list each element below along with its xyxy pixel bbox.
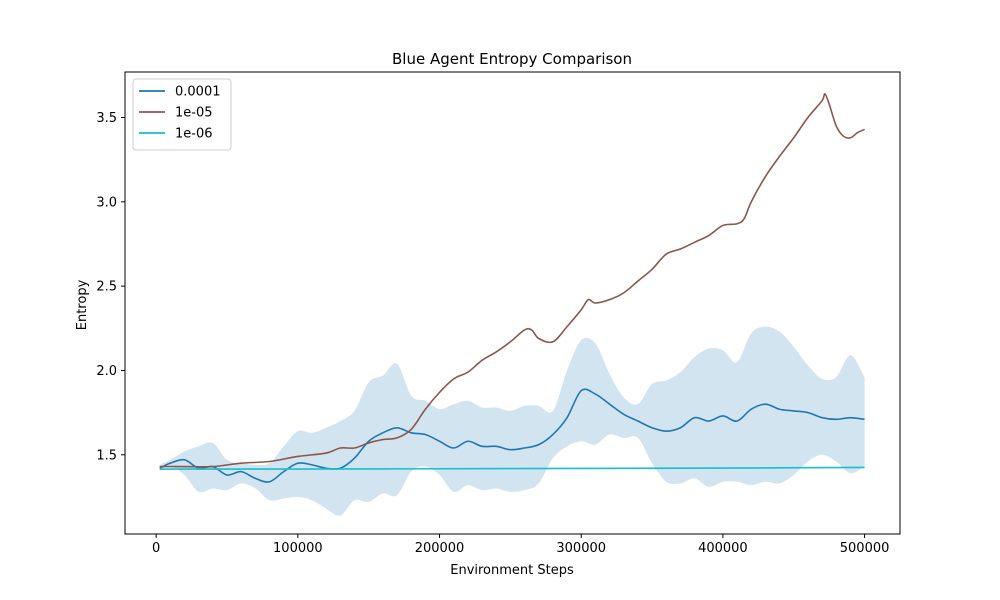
x-tick-label: 500000 — [840, 541, 890, 556]
x-tick-label: 0 — [152, 541, 160, 556]
y-tick-label: 3.5 — [96, 111, 117, 126]
x-tick-label: 100000 — [273, 541, 323, 556]
x-axis-title: Environment Steps — [450, 563, 574, 578]
x-tick-label: 300000 — [556, 541, 606, 556]
y-tick-label: 3.0 — [96, 195, 117, 210]
series-line-1 — [159, 93, 865, 468]
axes: 0 100000 200000 300000 400000 500000 1.5 2.0 2.5… — [96, 71, 901, 556]
y-axis-title: Entropy — [75, 279, 90, 330]
y-tick-label: 2.5 — [96, 280, 117, 295]
axes-frame — [124, 71, 901, 535]
chart-title: Blue Agent Entropy Comparison — [392, 50, 632, 68]
legend-label-2: 1e-06 — [175, 127, 213, 142]
series-line-0 — [159, 388, 865, 483]
y-tick-label: 2.0 — [96, 364, 117, 379]
x-tick-label: 400000 — [698, 541, 748, 556]
plot-series-group — [159, 93, 865, 516]
legend-label-0: 0.0001 — [175, 85, 221, 100]
plot-area — [159, 93, 865, 516]
x-tick-label: 200000 — [415, 541, 465, 556]
legend-label-1: 1e-05 — [175, 106, 213, 121]
y-tick-label: 1.5 — [96, 448, 117, 463]
legend: 0.0001 1e-05 1e-06 — [132, 78, 232, 151]
series-line-2 — [159, 466, 865, 470]
